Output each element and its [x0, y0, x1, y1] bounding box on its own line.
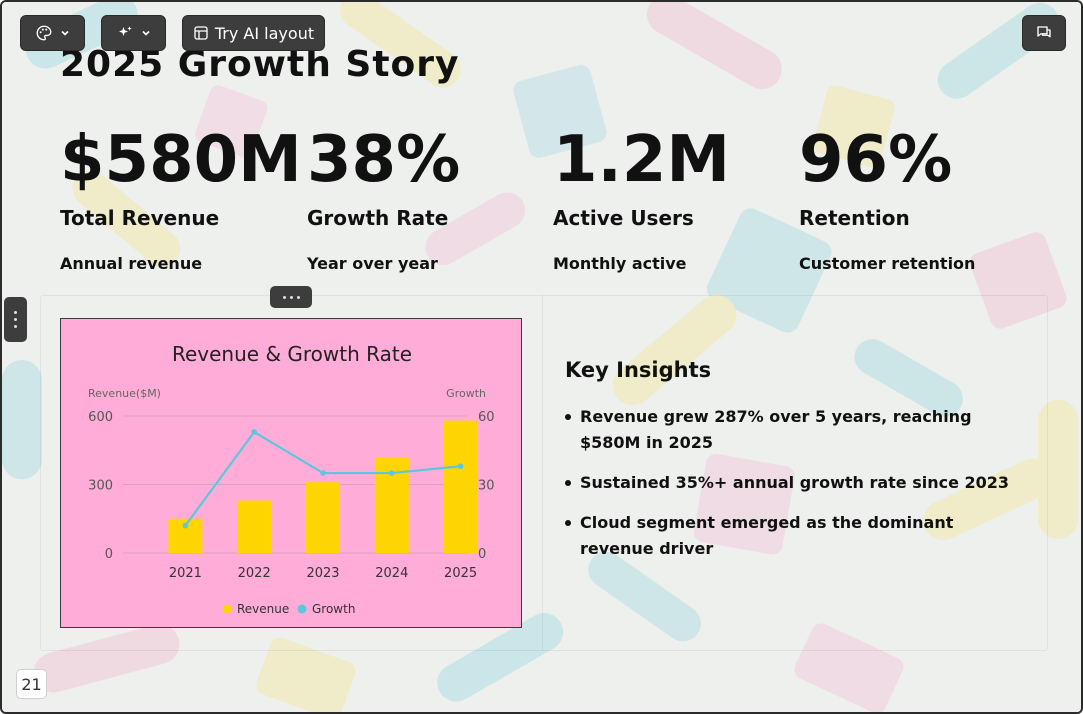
- palette-icon: [36, 25, 51, 41]
- comments-button[interactable]: [1022, 15, 1066, 51]
- chart-left-tick-label: 300: [88, 479, 113, 494]
- stat-retention[interactable]: 96% Retention Customer retention: [799, 120, 1039, 273]
- insights-list[interactable]: Revenue grew 287% over 5 years, reaching…: [562, 404, 1022, 576]
- stat-sublabel: Customer retention: [799, 254, 976, 273]
- chart-right-tick-label: 60: [478, 410, 495, 425]
- legend-label-growth: Growth: [312, 602, 355, 616]
- chart-title: Revenue & Growth Rate: [172, 342, 412, 366]
- chart-x-tick-label: 2022: [238, 566, 271, 581]
- chart-right-tick-label: 0: [478, 547, 486, 562]
- stat-total-revenue[interactable]: $580M Total Revenue Annual revenue: [60, 120, 300, 273]
- chart-point-growth[interactable]: [182, 522, 189, 529]
- chart-x-tick-label: 2025: [444, 566, 477, 581]
- magic-button[interactable]: [101, 15, 166, 51]
- chart-x-tick-label: 2024: [375, 566, 408, 581]
- legend-label-revenue: Revenue: [237, 602, 289, 616]
- stat-sublabel: Annual revenue: [60, 254, 203, 273]
- stat-value: 96%: [799, 123, 953, 197]
- insights-title[interactable]: Key Insights: [565, 358, 712, 382]
- chart-point-growth[interactable]: [320, 470, 326, 476]
- try-ai-layout-label: Try AI layout: [214, 23, 315, 43]
- revenue-growth-chart[interactable]: Revenue & Growth Rate Revenue($M) Growth…: [60, 318, 522, 628]
- chart-point-growth[interactable]: [251, 429, 257, 435]
- stat-growth-rate[interactable]: 38% Growth Rate Year over year: [307, 120, 547, 273]
- block-drag-handle[interactable]: [4, 297, 27, 342]
- sparkles-icon: [118, 26, 132, 36]
- column-divider: [542, 295, 543, 651]
- layout-icon: [194, 26, 208, 40]
- legend-swatch-revenue: [222, 604, 232, 614]
- chart-bar-revenue[interactable]: [237, 500, 272, 553]
- chart-right-tick-label: 30: [478, 479, 495, 494]
- page-number-badge: 21: [16, 669, 47, 699]
- insight-item: Revenue grew 287% over 5 years, reaching…: [562, 404, 1022, 456]
- stat-value: 1.2M: [553, 123, 731, 197]
- chart-canvas: Revenue & Growth Rate Revenue($M) Growth…: [88, 342, 495, 616]
- stat-sublabel: Year over year: [307, 254, 438, 273]
- stat-value: 38%: [307, 123, 461, 197]
- content-frame: [40, 295, 1048, 651]
- stat-label: Total Revenue: [60, 206, 220, 230]
- stat-sublabel: Monthly active: [553, 254, 687, 273]
- column-resize-handle[interactable]: [270, 286, 312, 308]
- stat-value: $580M: [60, 123, 300, 197]
- insight-item: Cloud segment emerged as the dominant re…: [562, 510, 1022, 562]
- stat-label: Retention: [799, 206, 910, 230]
- stat-label: Active Users: [553, 206, 694, 230]
- theme-button[interactable]: [20, 15, 85, 51]
- chart-right-axis-label: Growth: [446, 387, 486, 400]
- stat-active-users[interactable]: 1.2M Active Users Monthly active: [553, 120, 793, 273]
- chevron-down-icon: [141, 30, 150, 36]
- legend-swatch-growth: [297, 604, 307, 614]
- chart-left-tick-label: 600: [88, 410, 113, 425]
- chart-x-tick-label: 2021: [169, 566, 202, 581]
- chart-x-tick-label: 2023: [306, 566, 339, 581]
- chart-point-growth[interactable]: [457, 463, 464, 470]
- chart-point-growth[interactable]: [389, 470, 395, 476]
- comment-icon: [1037, 26, 1051, 38]
- chart-left-axis-label: Revenue($M): [88, 387, 161, 400]
- chart-bar-revenue[interactable]: [306, 482, 340, 553]
- stat-label: Growth Rate: [307, 206, 449, 230]
- try-ai-layout-button[interactable]: Try AI layout: [182, 15, 325, 51]
- chart-left-tick-label: 0: [105, 547, 113, 562]
- insight-item: Sustained 35%+ annual growth rate since …: [562, 470, 1022, 496]
- chevron-down-icon: [60, 30, 69, 36]
- chart-bar-revenue[interactable]: [443, 420, 478, 553]
